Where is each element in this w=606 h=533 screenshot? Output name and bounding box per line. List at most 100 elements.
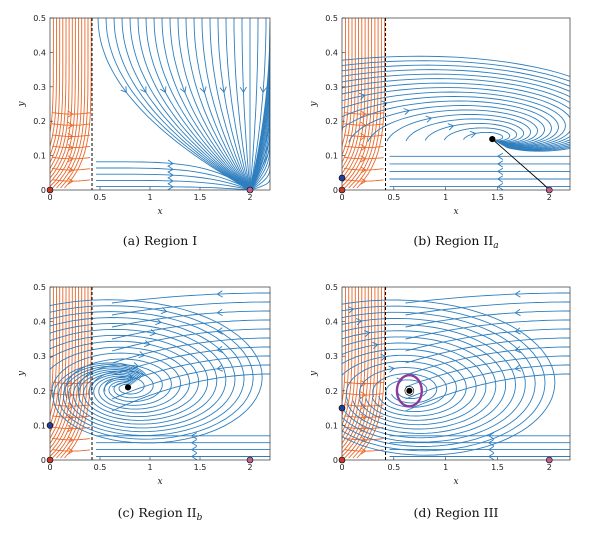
stream-line-right — [50, 334, 209, 421]
stream-arrow-right — [199, 86, 207, 94]
stream-arrow-left — [360, 391, 367, 399]
stream-line-left — [342, 287, 373, 458]
stream-line-right — [225, 18, 251, 190]
stream-line-right — [249, 137, 270, 190]
equilibrium-point — [338, 456, 346, 464]
stream-line-right — [342, 69, 570, 150]
stream-arrow-left — [360, 380, 367, 388]
stream-arrow-left — [360, 436, 367, 444]
stream-arrow-right — [514, 290, 521, 298]
stream-arrow-right — [359, 92, 366, 100]
plot-area — [50, 287, 270, 460]
panel-d: 0 0.5 1 1.5 2 0 0.1 0.2 0.3 0.4 0.5 x y (d) Region II… — [309, 283, 571, 520]
stream-arrow-left — [67, 425, 74, 433]
stream-line-right — [342, 348, 477, 421]
stream-line-left — [348, 18, 379, 189]
stream-line-left — [56, 287, 86, 459]
stream-arrow-right — [190, 446, 198, 454]
stream-line-right — [249, 148, 270, 190]
panel-caption: (d) Region III — [414, 505, 499, 520]
stream-line-left — [50, 18, 73, 179]
stream-line-right — [405, 118, 525, 143]
stream-line-right — [342, 91, 566, 147]
x-tick-label: 1.5 — [491, 193, 504, 202]
stream-line-right — [342, 60, 570, 151]
x-tick-label: 0.5 — [387, 193, 400, 202]
stream-line-right — [201, 18, 251, 190]
stream-arrow-right — [403, 108, 411, 116]
stream-line-right — [111, 310, 270, 328]
stream-arrow-right — [514, 327, 521, 335]
stream-arrow-left — [67, 132, 74, 141]
stream-line-right — [372, 373, 438, 404]
stream-line-right — [91, 370, 154, 399]
stream-line-right — [348, 105, 545, 145]
stream-line-left — [343, 392, 384, 396]
x-tick-label: 1 — [147, 193, 152, 202]
stream-line-left — [50, 18, 64, 164]
limit-cycle — [395, 374, 424, 408]
equilibrium-point — [338, 174, 346, 182]
stream-arrow-right — [280, 87, 286, 93]
x-tick-label: 1.5 — [194, 193, 207, 202]
y-tick-label: 0.1 — [325, 421, 338, 430]
panel-c: 0 0.5 1 1.5 2 0 0.1 0.2 0.3 0.4 0.5 x y (c) Region II… — [17, 283, 271, 523]
equilibrium-point — [46, 422, 54, 429]
stream-arrow-right — [239, 86, 247, 94]
x-tick-label: 1 — [443, 193, 448, 202]
stream-line-right — [342, 330, 507, 434]
stream-arrow-right — [216, 308, 223, 316]
caption-tag: (b) — [413, 233, 435, 248]
stream-line-left — [60, 18, 89, 189]
stream-line-right — [342, 78, 570, 149]
stream-line-right — [405, 292, 570, 304]
stream-line-left — [342, 18, 353, 156]
stream-arrow-right — [179, 86, 187, 94]
stream-arrow-left — [67, 413, 74, 421]
x-tick-label: 1 — [147, 463, 152, 472]
stream-line-right — [342, 324, 516, 439]
x-tick-label: 1.5 — [194, 463, 207, 472]
stream-arrow-left — [67, 121, 74, 129]
stream-line-right — [129, 18, 251, 190]
stream-line-right — [342, 342, 487, 426]
y-tick-label: 0 — [333, 456, 338, 465]
x-tick-label: 0 — [47, 193, 52, 202]
stream-arrow-left — [360, 447, 367, 455]
stream-line-right — [405, 301, 570, 316]
stream-line-right — [405, 337, 570, 364]
x-axis-label: x — [453, 207, 458, 217]
stream-line-left — [343, 449, 384, 452]
stream-arrow-left — [67, 177, 74, 185]
stream-line-right — [113, 18, 251, 190]
stream-arrow-right — [425, 115, 433, 123]
focus-ring — [404, 385, 415, 396]
stream-line-right — [209, 18, 251, 190]
stream-line-left — [342, 18, 346, 135]
stream-line-right — [51, 352, 181, 410]
stream-line-left — [352, 18, 382, 189]
stream-arrow-left — [360, 144, 367, 152]
stream-line-left — [342, 287, 359, 439]
stream-arrow-right — [190, 452, 198, 460]
axes-frame — [341, 17, 571, 191]
stream-line-left — [60, 287, 89, 459]
x-axis-label: x — [157, 207, 162, 217]
equilibrium-point — [338, 186, 346, 194]
y-tick-label: 0.5 — [325, 283, 338, 292]
stream-arrow-right — [496, 167, 504, 175]
stream-line-left — [50, 287, 80, 458]
stream-arrow-right — [167, 171, 174, 179]
stream-line-right — [177, 18, 251, 190]
y-tick-label: 0.3 — [325, 352, 338, 361]
stream-arrow-right — [216, 327, 223, 335]
equilibrium-point — [46, 456, 54, 464]
stream-line-right — [249, 18, 267, 190]
stream-line-right — [97, 18, 251, 190]
stream-line-right — [342, 354, 467, 417]
stream-line-right — [342, 87, 570, 148]
stream-arrow-right — [496, 175, 504, 183]
stream-line-right — [249, 18, 259, 190]
stream-arrow-left — [67, 110, 74, 118]
stream-arrow-right — [190, 432, 198, 440]
